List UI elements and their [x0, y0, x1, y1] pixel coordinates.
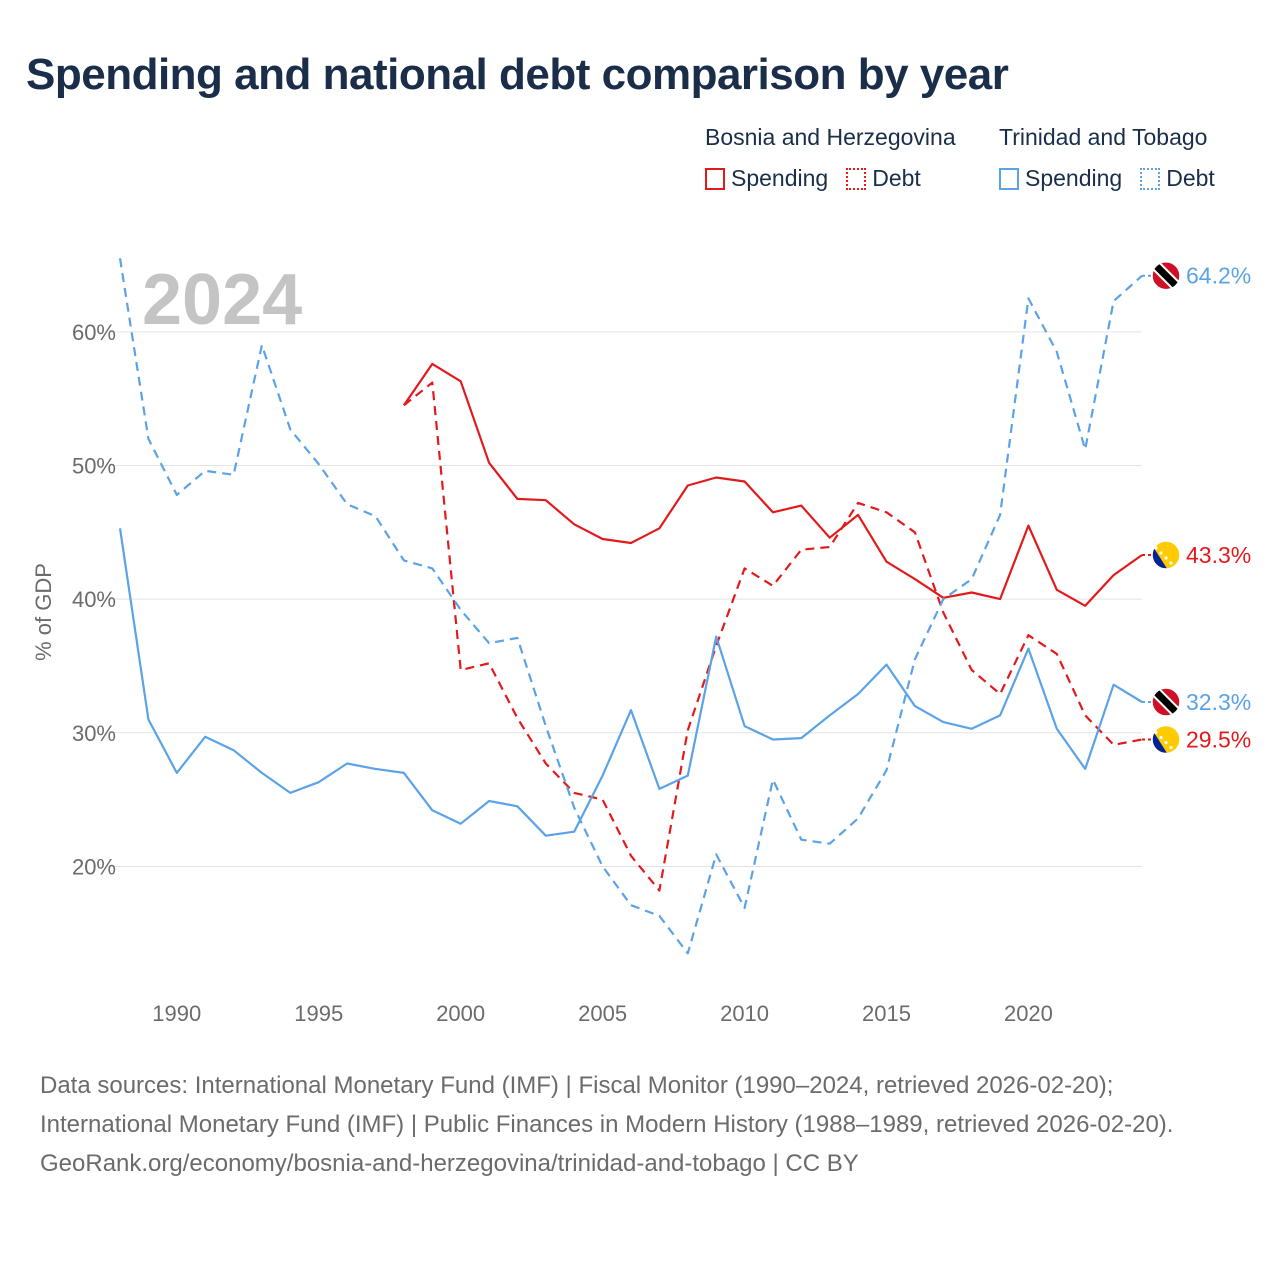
y-tick-label: 60% — [72, 320, 116, 345]
chart-title: Spending and national debt comparison by… — [26, 50, 1009, 99]
legend-label: Spending — [1025, 165, 1123, 191]
end-value-label: 32.3% — [1186, 689, 1251, 715]
source-url[interactable]: GeoRank.org/economy/bosnia-and-herzegovi… — [40, 1150, 859, 1177]
flag-border — [1151, 540, 1181, 570]
legend-bosnia-debt[interactable]: Debt — [846, 165, 921, 192]
legend-group-name: Trinidad and Tobago — [999, 124, 1208, 150]
legend-group-trinidad: Trinidad and Tobago Spending Debt — [999, 124, 1233, 192]
trinidad-flag-icon — [1152, 688, 1180, 717]
x-tick-label: 2000 — [436, 1001, 485, 1026]
end-value-label: 43.3% — [1186, 542, 1251, 568]
series-line-bosnia-and-herzegovina-spending — [402, 362, 1143, 607]
line-chart: 20% 30% 40% 50% 60% 1990 1995 2000 2005 2010 2015 2… — [31, 258, 1251, 1026]
series-line-bosnia-and-herzegovina-debt — [403, 381, 1143, 892]
legend-swatch-dotted — [1140, 167, 1161, 190]
bosnia-flag-icon — [1152, 725, 1180, 754]
x-tick-label: 2020 — [1004, 1001, 1053, 1026]
series-line-trinidad-and-tobago-spending — [118, 528, 1143, 837]
x-tick-label: 1990 — [152, 1001, 201, 1026]
trinidad-flag-icon — [1152, 261, 1180, 290]
legend-swatch-dotted — [846, 167, 867, 190]
legend-swatch-solid — [999, 167, 1019, 190]
legend-label: Spending — [731, 165, 829, 191]
legend-swatch-solid — [705, 167, 725, 190]
series-line-trinidad-and-tobago-debt — [118, 258, 1143, 955]
source-text: Data sources: International Monetary Fun… — [40, 1072, 1174, 1138]
y-tick-label: 50% — [72, 453, 116, 478]
year-label: 2024 — [142, 260, 302, 340]
legend-label: Debt — [872, 165, 921, 191]
y-tick-label: 40% — [72, 587, 116, 612]
y-tick-label: 30% — [72, 721, 116, 746]
x-tick-label: 1995 — [294, 1001, 343, 1026]
x-tick-label: 2015 — [862, 1001, 911, 1026]
y-tick-label: 20% — [72, 854, 116, 879]
y-axis-label: % of GDP — [31, 563, 56, 661]
legend-group-name: Bosnia and Herzegovina — [705, 124, 956, 150]
flag-border — [1151, 724, 1181, 755]
end-value-label: 64.2% — [1186, 263, 1251, 289]
legend-group-bosnia: Bosnia and Herzegovina Spending Debt — [705, 124, 956, 192]
end-value-label: 29.5% — [1186, 726, 1251, 752]
flag-border — [1151, 687, 1181, 717]
legend-trinidad-debt[interactable]: Debt — [1140, 165, 1215, 192]
legend-bosnia-spending[interactable]: Spending — [705, 165, 828, 192]
legend-label: Debt — [1166, 165, 1215, 191]
x-tick-label: 2005 — [578, 1001, 627, 1026]
source-notes: Data sources: International Monetary Fun… — [40, 1066, 1240, 1183]
legend-trinidad-spending[interactable]: Spending — [999, 165, 1122, 192]
x-tick-label: 2010 — [720, 1001, 769, 1026]
flag-border — [1151, 260, 1181, 291]
bosnia-flag-icon — [1152, 541, 1180, 570]
